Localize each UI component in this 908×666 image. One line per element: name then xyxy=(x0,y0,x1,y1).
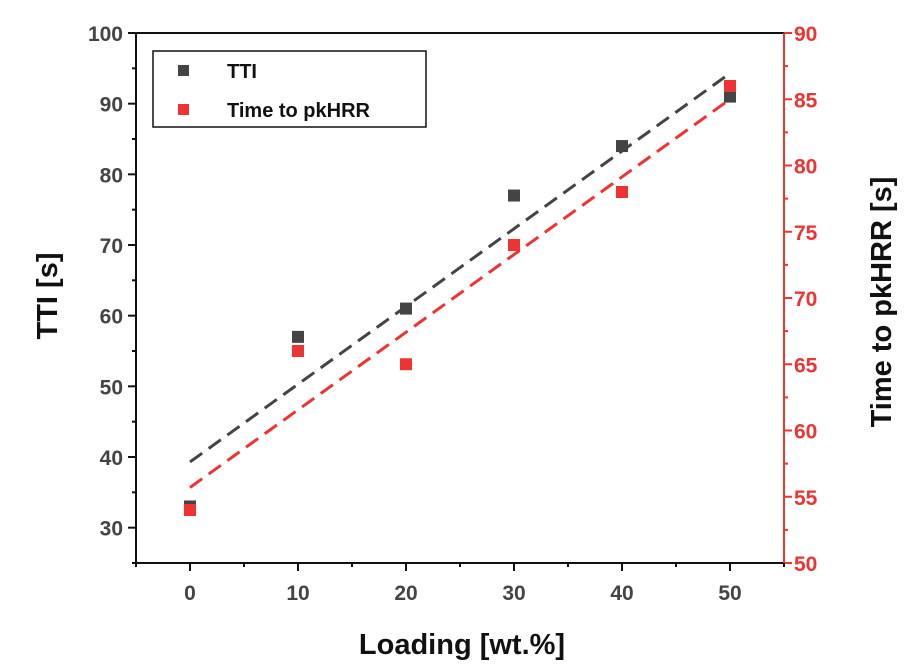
left-tick-label: 30 xyxy=(100,518,123,541)
data-point-tti xyxy=(724,90,736,103)
left-tick-label: 80 xyxy=(100,164,123,187)
data-point-pkhrr xyxy=(184,504,196,516)
right-tick-label: 85 xyxy=(794,89,818,112)
data-point-tti xyxy=(616,140,628,153)
y-axis-right-title: Time to pkHRR [s] xyxy=(866,177,898,428)
data-point-pkhrr xyxy=(508,239,520,251)
right-tick-label: 55 xyxy=(794,487,818,510)
right-tick-label: 65 xyxy=(794,354,818,377)
bottom-tick-label: 20 xyxy=(394,582,417,605)
legend-marker-tti xyxy=(178,65,189,76)
bottom-tick-label: 10 xyxy=(286,582,309,605)
bottom-tick-label: 30 xyxy=(502,582,525,605)
left-tick-label: 40 xyxy=(100,447,123,470)
legend-label-tti: TTI xyxy=(227,61,257,83)
bottom-tick-label: 0 xyxy=(184,582,196,605)
legend: TTI Time to pkHRR xyxy=(152,50,427,128)
legend-marker-pkhrr xyxy=(178,104,189,115)
right-tick-label: 90 xyxy=(794,23,817,46)
data-point-pkhrr xyxy=(616,186,628,198)
data-point-pkhrr xyxy=(400,358,412,371)
legend-box xyxy=(152,50,427,128)
right-tick-label: 60 xyxy=(794,421,817,444)
data-point-pkhrr xyxy=(724,80,736,92)
data-point-tti xyxy=(508,189,520,202)
data-points xyxy=(184,80,736,516)
left-tick-label: 60 xyxy=(100,306,123,329)
right-tick-label: 50 xyxy=(794,553,817,576)
x-axis-title: Loading [wt.%] xyxy=(359,629,565,661)
bottom-tick-label: 40 xyxy=(610,582,633,605)
left-tick-label: 50 xyxy=(100,376,123,399)
left-axis-ticks: 30 40 50 60 70 80 90 100 xyxy=(88,23,136,564)
data-point-tti xyxy=(400,302,412,315)
left-tick-label: 70 xyxy=(100,235,123,258)
data-point-tti xyxy=(292,330,304,343)
fit-line-tti xyxy=(189,72,731,464)
legend-label-pkhrr: Time to pkHRR xyxy=(227,100,371,122)
bottom-tick-label: 50 xyxy=(718,582,741,605)
y-axis-left-title: TTI [s] xyxy=(32,253,64,340)
right-axis-ticks: 50 55 60 65 70 75 80 85 90 xyxy=(784,23,818,576)
fit-line-pkhrr xyxy=(189,98,731,489)
left-tick-label: 100 xyxy=(88,23,123,46)
right-tick-label: 70 xyxy=(794,288,817,311)
right-tick-label: 80 xyxy=(794,156,817,179)
fit-lines xyxy=(189,72,731,489)
left-tick-label: 90 xyxy=(100,94,123,117)
data-point-pkhrr xyxy=(292,345,304,357)
bottom-axis-ticks: 0 10 20 30 40 50 xyxy=(135,563,785,605)
right-tick-label: 75 xyxy=(794,222,818,245)
